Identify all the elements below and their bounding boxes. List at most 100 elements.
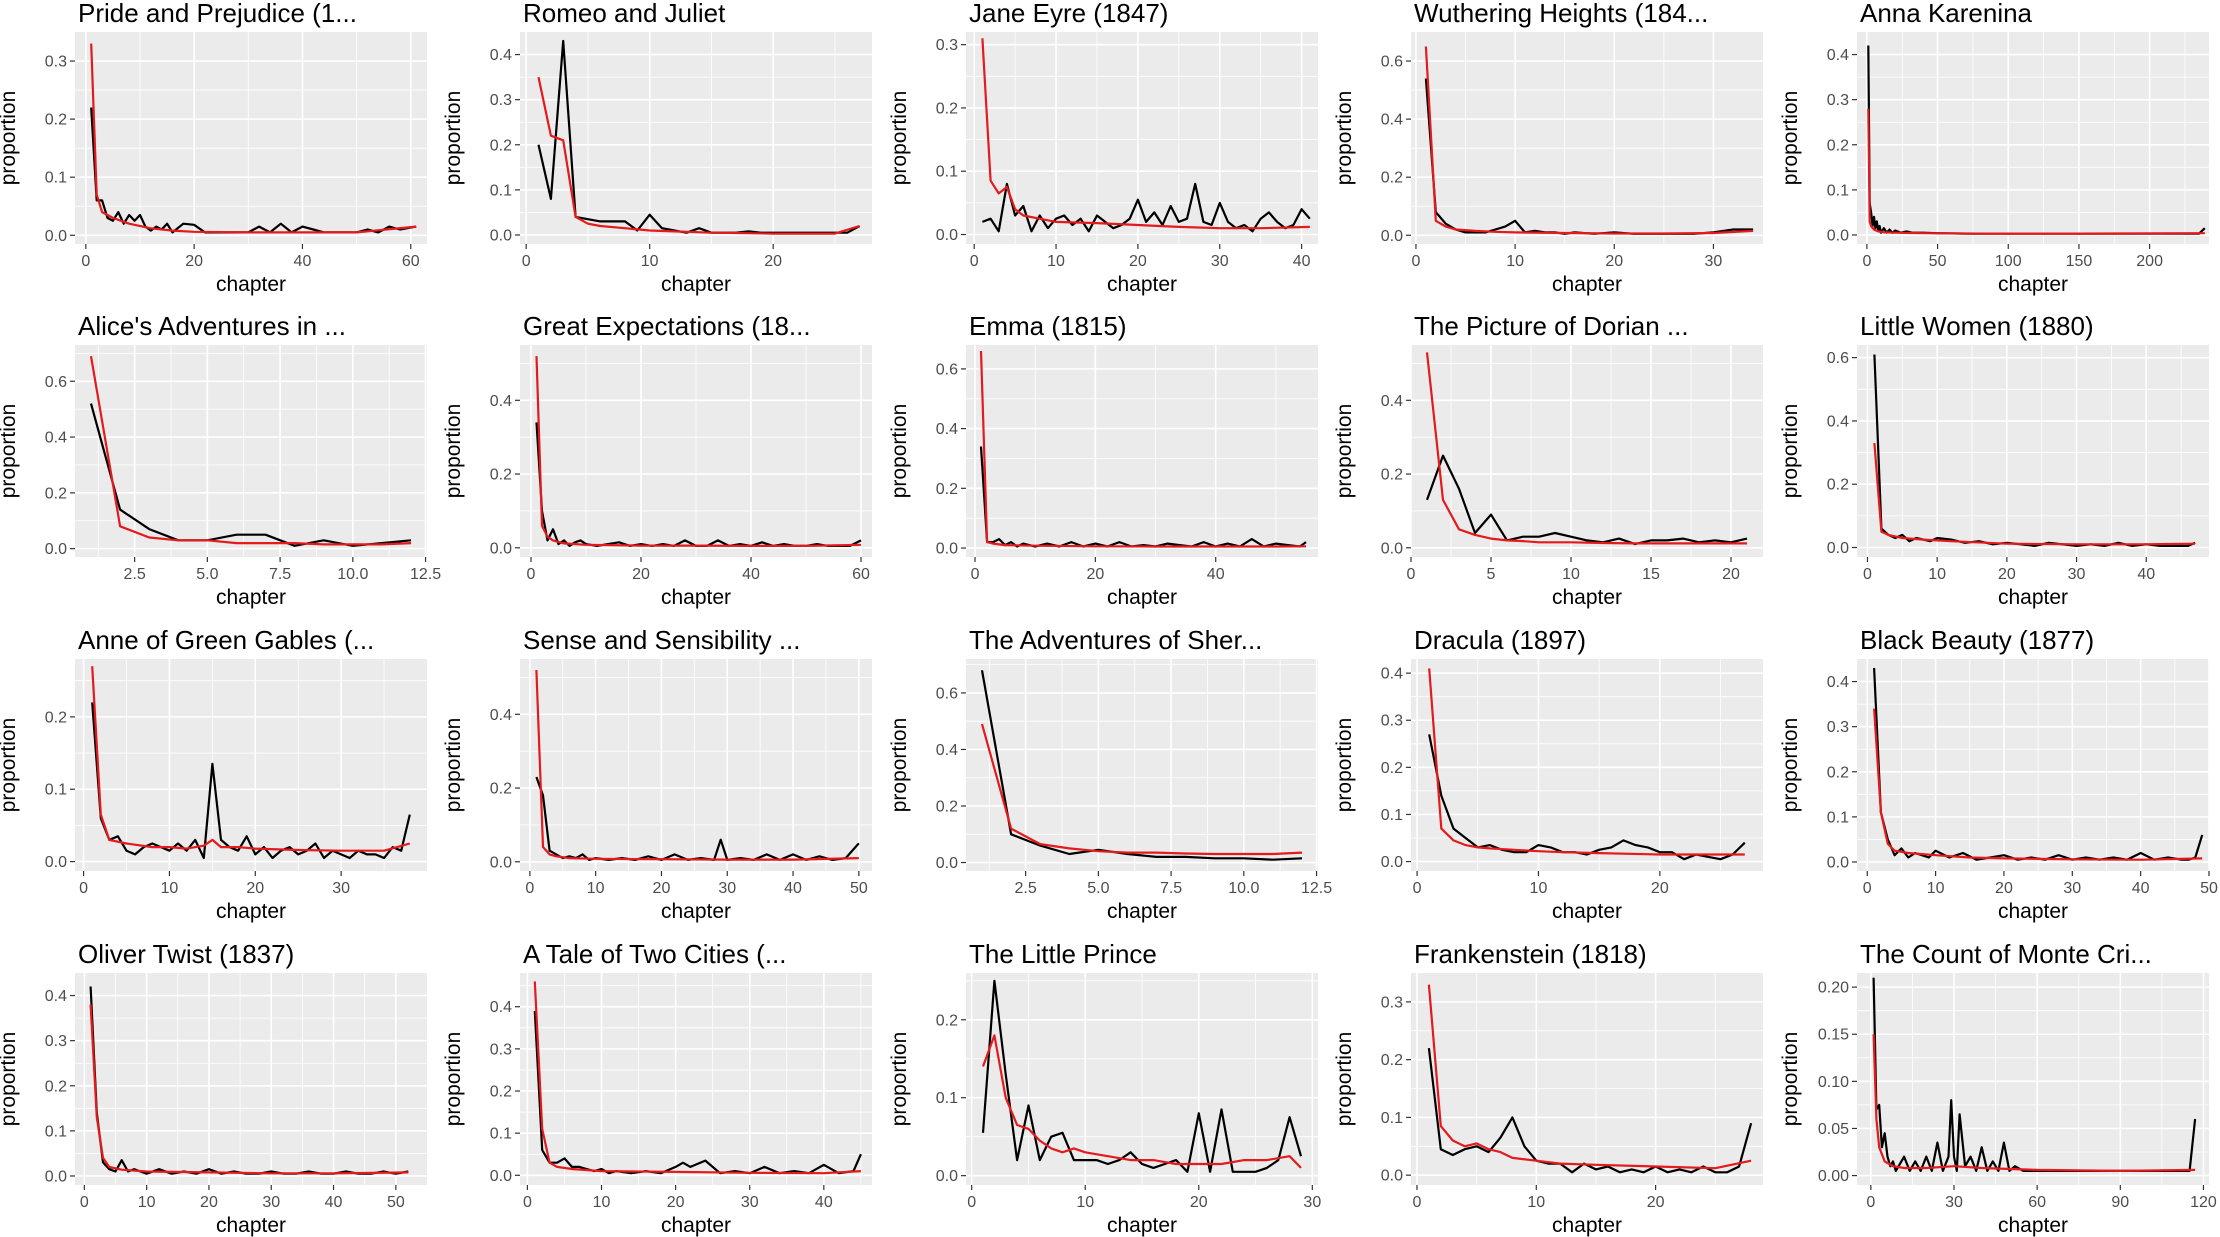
y-axis-title: proportion [442,1032,465,1127]
fitted-series-line [90,43,417,234]
x-tick-label: 10 [593,1194,611,1211]
panel-title: The Count of Monte Cri... [1860,939,2152,969]
panel-title: Anna Karenina [1860,0,2033,28]
x-tick-label: 40 [2132,880,2150,897]
x-tick-label: 10 [1562,566,1580,583]
y-tick-label: 0.0 [490,540,512,557]
x-tick-label: 0 [1412,253,1421,270]
x-axis-title: chapter [1552,273,1622,296]
x-tick-label: 10 [1928,566,1946,583]
y-tick-label: 0.1 [45,782,67,799]
y-tick-label: 0.2 [45,709,67,726]
x-axis-title: chapter [1552,1214,1622,1237]
y-tick-label: 0.1 [490,1126,512,1143]
x-axis-title: chapter [1107,586,1177,609]
x-tick-label: 50 [1929,253,1947,270]
y-tick-label: 0.2 [1381,1052,1403,1069]
chart-panel-13: 2.5 5.0 7.5 10.0 12.5 0.0 0.2 0.4 0.6 The Adventu… [888,625,1332,923]
y-tick-label: 0.2 [1827,137,1849,154]
x-axis-title: chapter [661,1214,731,1237]
fitted-series-line [980,723,1303,856]
plot-background [1857,659,2209,871]
x-tick-label: 100 [1995,253,2022,270]
x-axis-title: chapter [1552,900,1622,923]
y-tick-label: 0.2 [45,1078,67,1095]
x-tick-label: 30 [2063,880,2081,897]
fitted-series-line [537,76,860,235]
x-tick-label: 10 [138,1194,156,1211]
y-tick-label: 0.00 [1818,1168,1849,1185]
panel-title: The Picture of Dorian ... [1414,311,1689,341]
x-tick-label: 10 [587,880,605,897]
chart-panel-10: 0 10 20 30 40 0.0 0.2 0.4 0.6 Little Women (1880)… [1779,311,2209,609]
observed-series-line [981,979,1303,1173]
x-tick-label: 5.0 [1087,880,1109,897]
x-tick-label: 12.5 [1301,880,1332,897]
x-tick-label: 10 [1076,1194,1094,1211]
y-tick-label: 0.0 [936,227,958,244]
panel-title: Oliver Twist (1837) [78,939,294,969]
x-tick-label: 60 [852,566,870,583]
plot-background [1411,659,1763,871]
x-tick-label: 20 [1647,1194,1665,1211]
panel-title: The Adventures of Sher... [969,625,1262,655]
y-tick-label: 0.20 [1818,980,1849,997]
x-tick-label: 15 [1642,566,1660,583]
x-tick-label: 20 [632,566,650,583]
observed-series-line [535,776,860,862]
y-axis-title: proportion [442,91,465,186]
observed-series-line [533,1010,862,1175]
x-tick-label: 7.5 [1160,880,1182,897]
y-tick-label: 0.05 [1818,1121,1849,1138]
observed-series-line [1425,454,1748,546]
x-tick-label: 20 [1651,880,1669,897]
y-tick-label: 0.0 [490,854,512,871]
x-tick-label: 10.0 [1228,880,1259,897]
panel-title: Anne of Green Gables (... [78,625,374,655]
y-tick-label: 0.4 [1827,47,1849,64]
y-tick-label: 0.4 [490,393,512,410]
fitted-series-line [979,350,1307,548]
panel-title: Wuthering Heights (184... [1414,0,1708,28]
plot-background [1411,345,1763,557]
y-tick-label: 0.2 [490,781,512,798]
x-axis-title: chapter [1998,586,2068,609]
x-tick-label: 40 [815,1194,833,1211]
y-axis-title: proportion [888,404,911,499]
observed-series-line [1427,1047,1753,1174]
y-tick-label: 0.3 [1827,92,1849,109]
chart-panel-2: 0 10 20 0.0 0.1 0.2 0.3 0.4 Romeo and Juliet chap… [442,0,872,296]
x-axis-title: chapter [1107,273,1177,296]
x-tick-label: 0 [971,566,980,583]
y-tick-label: 0.15 [1818,1027,1849,1044]
fitted-series-line [1425,352,1747,545]
x-axis-title: chapter [216,273,286,296]
x-tick-label: 20 [1995,880,2013,897]
chart-panel-1: 0 20 40 60 0.0 0.1 0.2 0.3 Pride and Prejudice (… [0,0,427,296]
x-axis-title: chapter [216,1214,286,1237]
x-axis-title: chapter [1998,900,2068,923]
x-tick-label: 40 [742,566,760,583]
y-tick-label: 0.4 [1827,413,1849,430]
y-tick-label: 0.6 [936,685,958,702]
x-tick-label: 20 [1722,566,1740,583]
chart-panel-9: 0 5 10 15 20 0.0 0.2 0.4 The Picture of Dorian .… [1333,311,1763,609]
y-tick-label: 0.0 [45,854,67,871]
x-tick-label: 40 [1293,253,1311,270]
y-tick-label: 0.2 [936,481,958,498]
panel-title: Romeo and Juliet [523,0,726,28]
panel-title: Black Beauty (1877) [1860,625,2094,655]
panel-title: Dracula (1897) [1414,625,1586,655]
fitted-series-line [1872,1034,2196,1173]
y-tick-label: 0.4 [936,742,958,759]
chart-panel-11: 0 10 20 30 0.0 0.1 0.2 Anne of Green Gables (..… [0,625,427,923]
plot-background [1411,32,1763,244]
x-tick-label: 30 [1211,253,1229,270]
y-tick-label: 0.0 [45,541,67,558]
y-tick-label: 0.4 [490,47,512,64]
y-tick-label: 0.0 [1827,854,1849,871]
y-axis-title: proportion [1333,91,1356,186]
y-tick-label: 0.2 [1381,760,1403,777]
plot-background [1411,973,1763,1185]
